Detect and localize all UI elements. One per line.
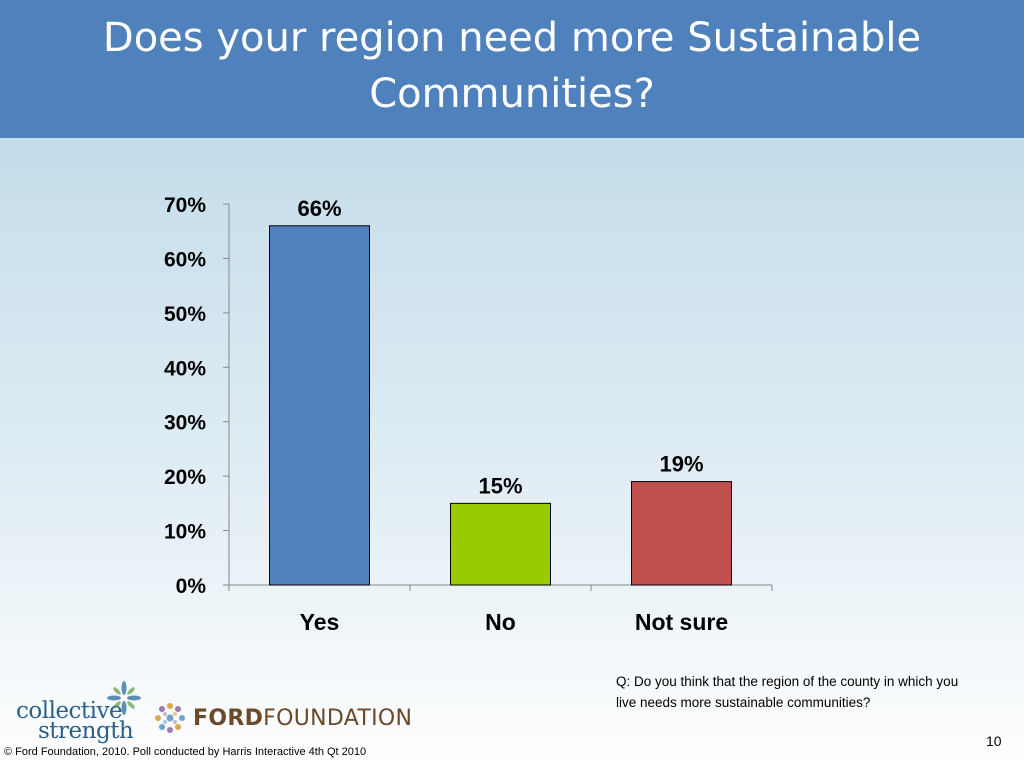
logo-text-collective: collective (16, 698, 123, 724)
x-tick-label: No (485, 609, 516, 635)
survey-question: Q: Do you think that the region of the c… (616, 674, 959, 710)
ford-foundation-wordmark: FORDFOUNDATION (193, 706, 412, 731)
foundation-wordmark: FOUNDATION (263, 705, 413, 731)
y-tick-label: 70% (164, 194, 206, 217)
x-tick-label: Not sure (635, 609, 728, 635)
dot-ring-icon (155, 703, 185, 733)
logo-text-strength: strength (38, 718, 134, 744)
x-tick-label: Yes (300, 609, 340, 635)
data-label: 19% (659, 452, 703, 477)
y-tick-label: 30% (164, 412, 206, 435)
title-bar: Does your region need more Sustainable C… (0, 0, 1024, 138)
y-tick-label: 20% (164, 466, 206, 489)
flower-icon (107, 681, 141, 715)
slide-title: Does your region need more Sustainable C… (102, 15, 922, 117)
data-label: 66% (297, 196, 341, 221)
collective-strength-logo: collective strength (16, 680, 146, 746)
page-number: 10 (986, 733, 1002, 749)
bar (269, 225, 370, 586)
ford-wordmark-bold: FORD (193, 705, 264, 731)
y-tick-label: 50% (164, 303, 206, 326)
y-tick-label: 60% (164, 248, 206, 271)
footer-copyright: © Ford Foundation, 2010. Poll conducted … (4, 746, 367, 758)
bar (631, 481, 732, 586)
y-tick-label: 40% (164, 357, 206, 380)
bar-chart: 0% 10% 20% 30% 40% 50% 60% 70% 66% Yes 15% No 19% Not… (164, 194, 773, 635)
y-tick-label: 0% (176, 575, 207, 598)
y-tick-label: 10% (164, 521, 206, 544)
bar (450, 502, 551, 586)
data-label: 15% (478, 473, 522, 498)
ford-foundation-logo: FORDFOUNDATION (153, 700, 412, 736)
